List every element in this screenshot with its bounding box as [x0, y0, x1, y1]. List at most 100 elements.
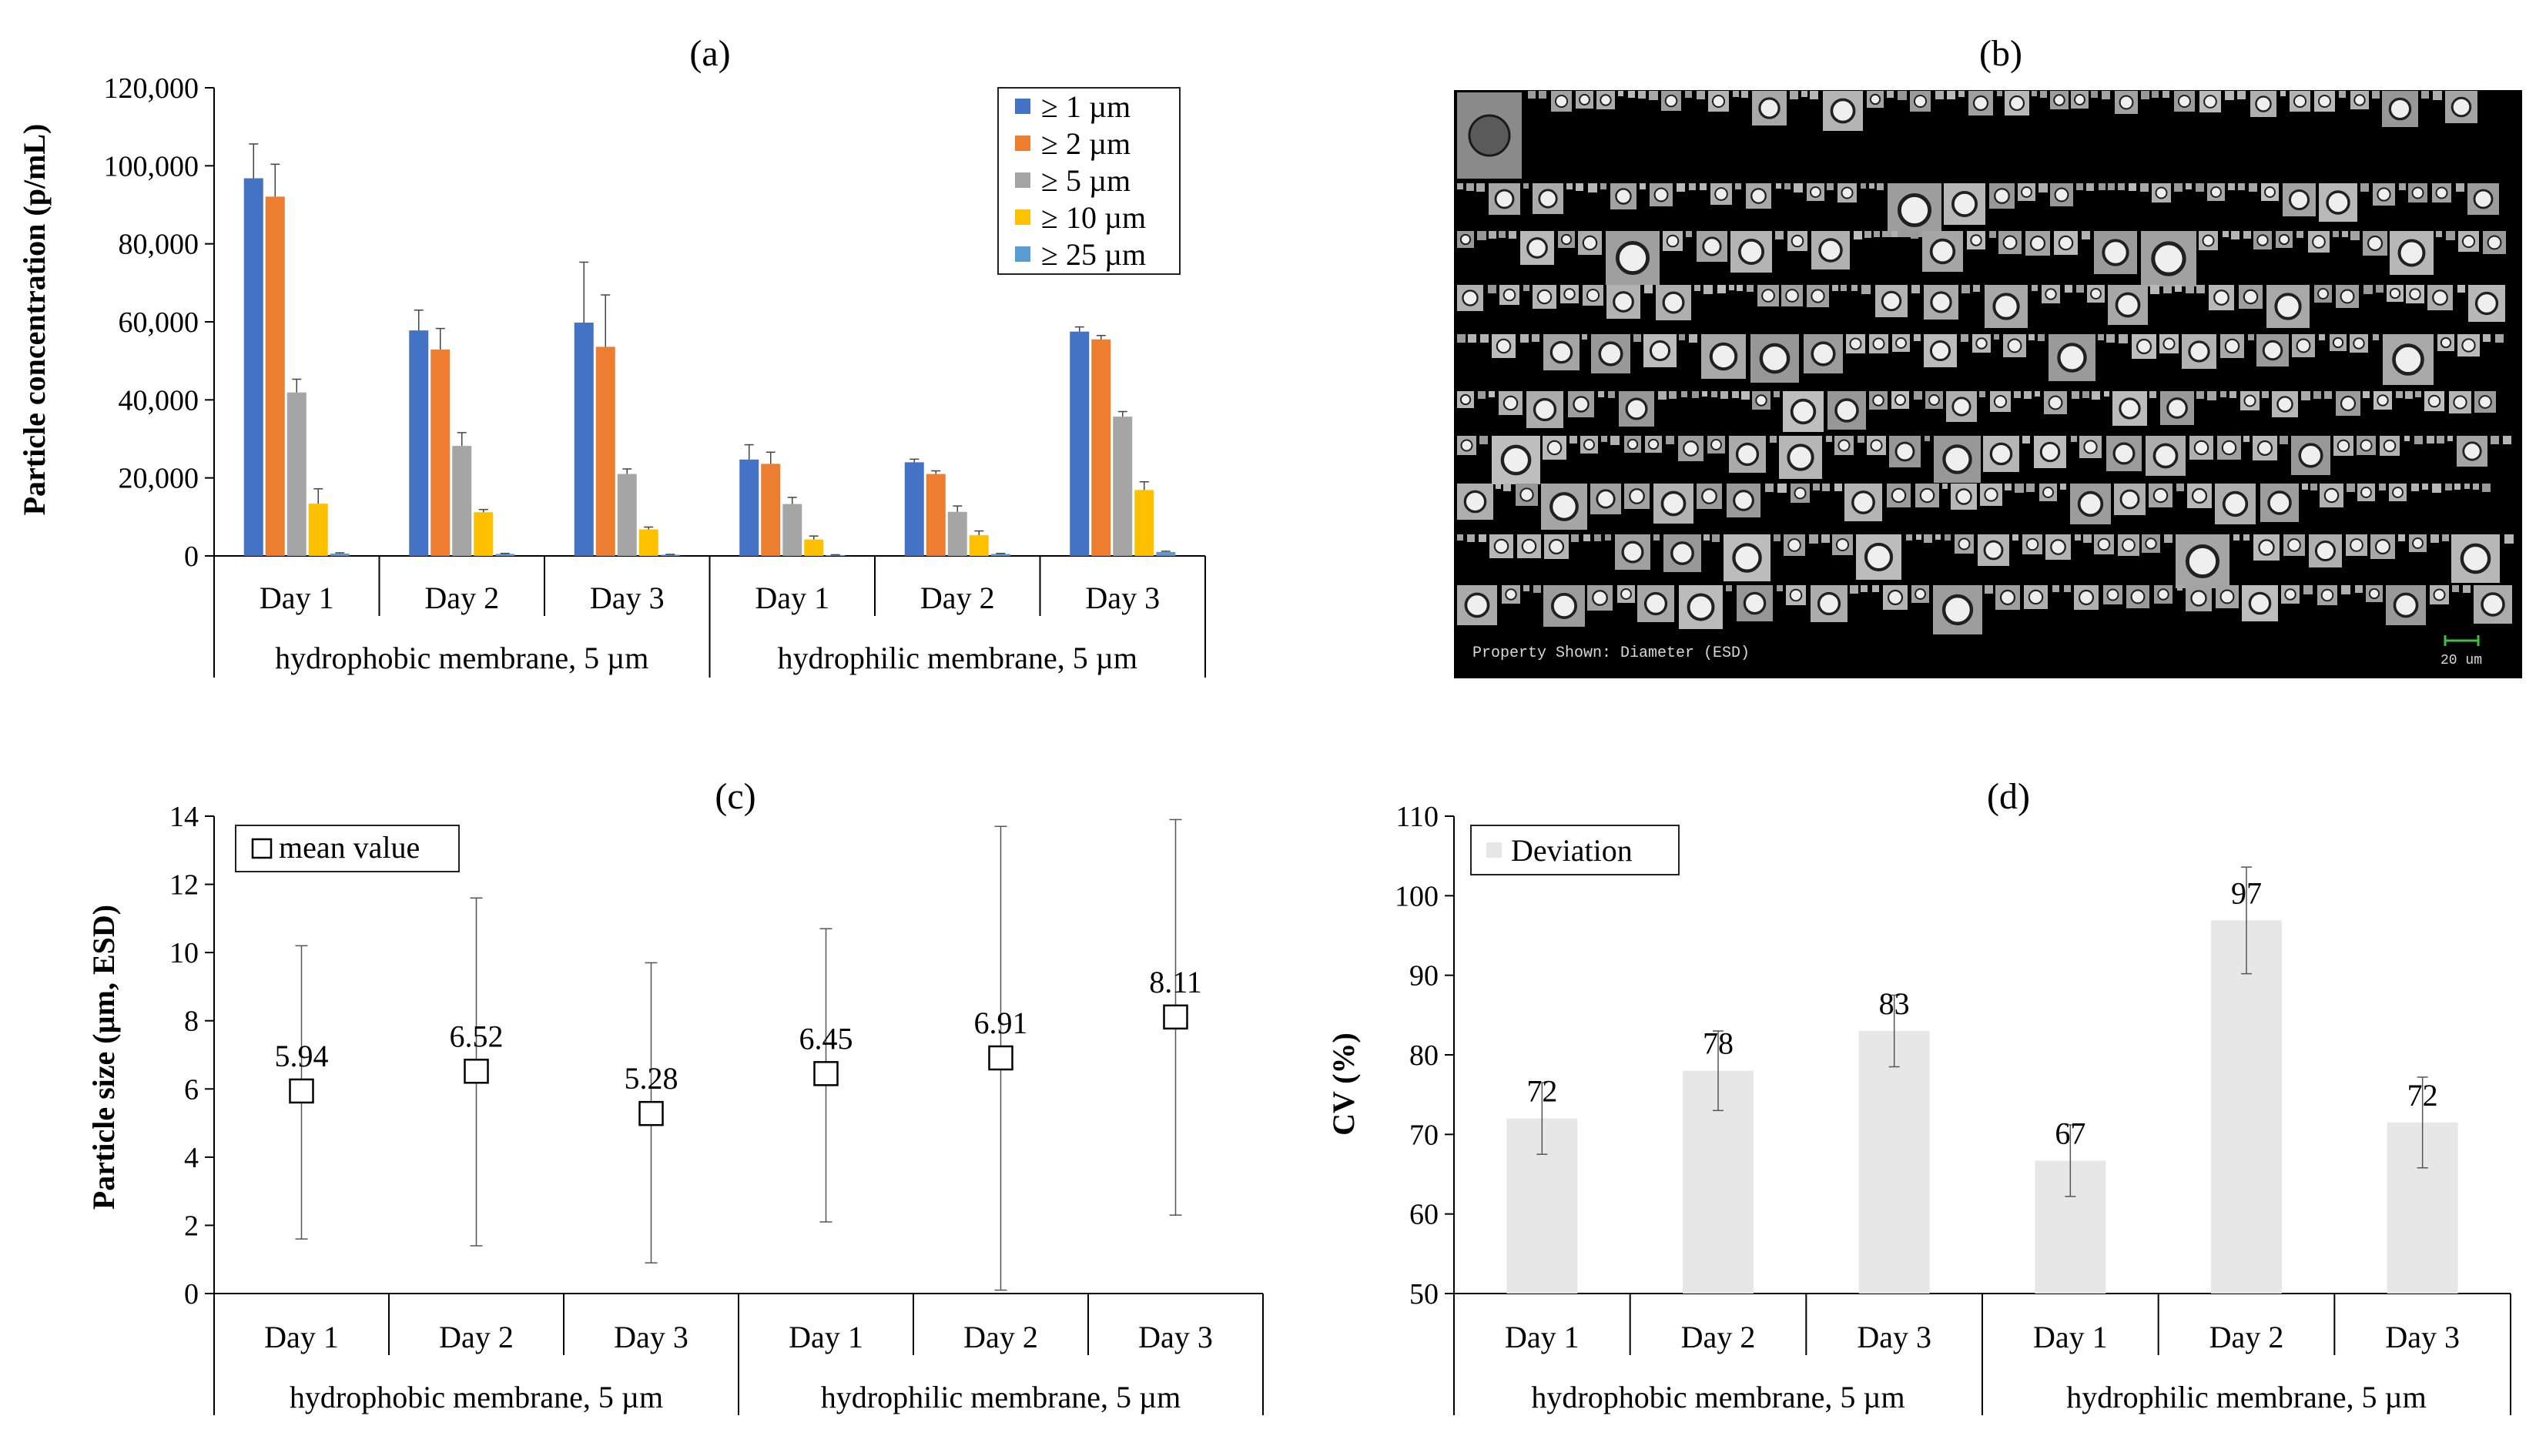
particle-thumbnail	[2323, 487, 2340, 504]
y-tick-label: 10	[169, 937, 199, 969]
particle-thumbnail	[2162, 337, 2176, 350]
legend-label: ≥ 25 µm	[1041, 237, 1146, 272]
particle-thumbnail	[2491, 436, 2499, 444]
particle-thumbnail	[1915, 588, 1926, 600]
particle-thumbnail	[2463, 585, 2471, 593]
particle-thumbnail	[1579, 94, 1590, 105]
particle-thumbnail	[1970, 234, 1982, 246]
particle-thumbnails	[1457, 91, 2514, 634]
particle-thumbnail	[2248, 334, 2254, 340]
particle-thumbnail	[2409, 288, 2421, 300]
x-group-label: hydrophobic membrane, 5 µm	[1531, 1380, 1904, 1414]
particle-thumbnail	[1864, 231, 1871, 238]
particle-thumbnail	[2196, 285, 2205, 293]
particle-thumbnail	[1615, 240, 1650, 276]
particle-thumbnail	[2025, 537, 2039, 551]
particle-thumbnail	[1496, 484, 1501, 489]
particle-thumbnail	[2433, 91, 2442, 100]
particle-thumbnail	[1887, 589, 1904, 606]
particle-thumbnail	[2478, 395, 2492, 409]
particle-thumbnail	[1563, 288, 1576, 300]
particle-thumbnail	[2014, 391, 2021, 398]
panel-c-ylabel: Particle size (µm, ESD)	[86, 905, 121, 1210]
particle-thumbnail	[1794, 487, 1807, 500]
particle-thumbnail	[1457, 334, 1466, 343]
legend-marker	[251, 838, 273, 859]
particle-thumbnail	[1717, 285, 1726, 293]
particle-thumbnail	[2222, 490, 2249, 517]
particle-thumbnail	[1586, 288, 1600, 303]
bar	[265, 196, 285, 557]
particle-thumbnail	[2152, 487, 2169, 504]
particle-thumbnail	[1640, 183, 1646, 189]
particle-thumbnail	[1653, 534, 1660, 541]
particle-thumbnail	[2341, 585, 2350, 594]
y-tick-label: 110	[1395, 801, 1439, 833]
particle-thumbnail	[2118, 183, 2125, 190]
legend-label: ≥ 2 µm	[1041, 126, 1131, 161]
particle-thumbnail	[1681, 391, 1687, 397]
particle-thumbnail	[2398, 534, 2405, 541]
particle-thumbnail	[2225, 91, 2234, 100]
particle-thumbnail	[1679, 334, 1685, 340]
panel-b-particle-image: (b) Property Shown: Diameter (ESD) 20 um	[1454, 33, 2522, 678]
particle-thumbnail	[1459, 233, 1472, 246]
particle-thumbnail	[1479, 436, 1488, 444]
x-category-label: Day 1	[264, 1320, 339, 1354]
x-category-label: Day 1	[2033, 1320, 2108, 1354]
particle-thumbnail	[2368, 587, 2380, 600]
particle-thumbnail	[2233, 534, 2239, 541]
particle-thumbnail	[2040, 91, 2047, 98]
particle-thumbnail	[1827, 183, 1834, 190]
particle-thumbnail	[1583, 534, 1590, 541]
particle-thumbnail	[1600, 94, 1612, 106]
particle-thumbnail	[1610, 436, 1620, 445]
mean-marker	[638, 1100, 664, 1126]
particle-thumbnail	[2432, 290, 2448, 306]
particle-thumbnail	[1598, 391, 1604, 397]
particle-thumbnail	[1777, 585, 1783, 591]
panel-d-ylabel: CV (%)	[1326, 1033, 1361, 1136]
particle-thumbnail	[2287, 538, 2301, 552]
particle-thumbnail	[2092, 391, 2100, 400]
particle-thumbnail	[1546, 440, 1563, 456]
particle-thumbnail	[1500, 444, 1532, 476]
particle-thumbnail	[2276, 396, 2293, 413]
bar	[595, 346, 615, 556]
particle-thumbnail	[1777, 484, 1787, 493]
particle-thumbnail	[1526, 237, 1548, 259]
particle-thumbnail	[1989, 442, 2013, 466]
particle-thumbnail	[2454, 484, 2461, 490]
particle-thumbnail	[2483, 334, 2491, 342]
particle-thumbnail	[1919, 487, 1935, 504]
particle-thumbnail	[1789, 588, 1803, 602]
data-label: 5.28	[625, 1061, 678, 1096]
particle-thumbnail	[1701, 488, 1717, 504]
particle-thumbnail	[2342, 231, 2348, 237]
particle-thumbnail	[2280, 91, 2286, 96]
legend-swatch	[1015, 209, 1030, 225]
particle-thumbnail	[2389, 287, 2401, 300]
particle-thumbnail	[1459, 393, 1472, 406]
particle-thumbnail	[1658, 391, 1667, 400]
particle-thumbnail	[2229, 391, 2236, 398]
particle-thumbnail	[2456, 183, 2464, 192]
particle-thumbnail	[1476, 183, 1485, 192]
particle-thumbnail	[1895, 337, 1907, 349]
particle-thumbnail	[2032, 91, 2037, 96]
bar	[243, 178, 263, 556]
particle-thumbnail	[1499, 231, 1506, 238]
particle-thumbnail	[2091, 91, 2098, 98]
particle-thumbnail	[1539, 91, 1546, 99]
particle-thumbnail	[1975, 337, 1988, 350]
particle-thumbnail	[2076, 285, 2084, 293]
bar	[474, 512, 494, 556]
particle-thumbnail	[2462, 441, 2482, 461]
particle-thumbnail	[1813, 484, 1820, 490]
particle-thumbnail	[2177, 94, 2192, 109]
particle-thumbnail	[1891, 487, 1907, 504]
particle-thumbnail	[2164, 534, 2172, 543]
bar	[452, 446, 472, 556]
legend-swatch	[1015, 172, 1030, 188]
particle-thumbnail	[2099, 183, 2105, 190]
